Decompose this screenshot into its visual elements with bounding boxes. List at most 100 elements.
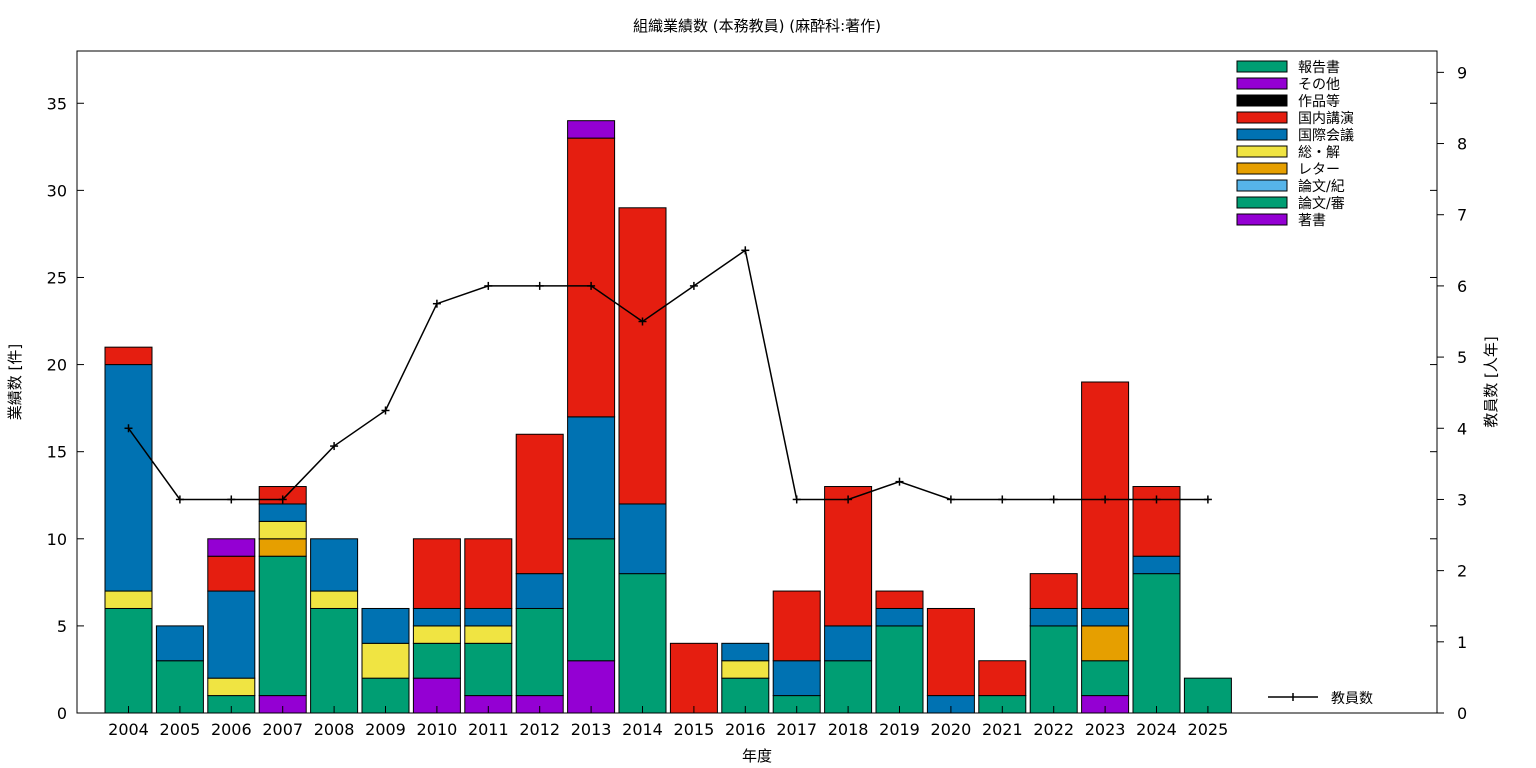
bar-segment bbox=[824, 486, 873, 627]
y2-tick-label: 1 bbox=[1457, 633, 1467, 652]
x-tick-label: 2018 bbox=[828, 720, 869, 739]
y2-tick-label: 9 bbox=[1457, 63, 1467, 82]
line-point bbox=[1152, 495, 1161, 504]
bar-segment bbox=[567, 538, 616, 662]
bar-segment bbox=[875, 607, 924, 627]
line-point bbox=[844, 495, 853, 504]
legend-item: 国内講演 bbox=[1236, 111, 1354, 127]
line-point bbox=[175, 495, 184, 504]
bar-segment bbox=[258, 555, 307, 697]
legend-item: 論文/紀 bbox=[1236, 179, 1345, 195]
bar-segment bbox=[1081, 660, 1130, 697]
bar-segment bbox=[207, 555, 256, 592]
legend-label: 作品等 bbox=[1298, 93, 1340, 110]
legend-label: 国際会議 bbox=[1298, 127, 1354, 144]
bar-segment bbox=[361, 607, 410, 644]
x-tick-label: 2011 bbox=[468, 720, 509, 739]
bar-segment bbox=[772, 590, 821, 662]
x-tick-label: 2010 bbox=[417, 720, 458, 739]
bar-segment bbox=[515, 607, 564, 697]
x-tick-label: 2007 bbox=[262, 720, 303, 739]
x-tick-label: 2025 bbox=[1188, 720, 1229, 739]
x-tick-label: 2008 bbox=[314, 720, 355, 739]
line-point bbox=[330, 442, 339, 451]
bar-segment bbox=[567, 137, 616, 418]
bar-segment bbox=[721, 660, 770, 679]
line-point bbox=[587, 281, 596, 290]
line-point bbox=[638, 317, 647, 326]
bar-segment bbox=[515, 433, 564, 575]
line-point bbox=[792, 495, 801, 504]
legend-item: その他 bbox=[1236, 77, 1340, 93]
bar-segment bbox=[1081, 607, 1130, 627]
line-point bbox=[227, 495, 236, 504]
legend-swatch bbox=[1236, 77, 1288, 90]
line-layer bbox=[124, 246, 1212, 504]
bar-segment bbox=[618, 573, 667, 714]
y-axis-label: 業績数 [件] bbox=[6, 344, 24, 420]
legend-item: 国際会議 bbox=[1236, 127, 1354, 144]
bar-segment bbox=[310, 590, 359, 609]
line-point bbox=[946, 495, 955, 504]
legend-label: 報告書 bbox=[1298, 60, 1340, 76]
legend-swatch bbox=[1236, 111, 1288, 124]
line-point bbox=[741, 246, 750, 255]
bar-segment bbox=[618, 207, 667, 505]
y2-axis-label: 教員数 [人年] bbox=[1482, 336, 1500, 427]
legend-label: 論文/紀 bbox=[1298, 179, 1345, 195]
legend-swatch bbox=[1236, 196, 1288, 209]
bar-segment bbox=[412, 607, 461, 627]
bar-segment bbox=[258, 538, 307, 557]
bar-segment bbox=[207, 538, 256, 557]
x-tick-label: 2022 bbox=[1033, 720, 1074, 739]
legend-swatch bbox=[1236, 145, 1288, 158]
bar-segment bbox=[567, 660, 616, 714]
line-point bbox=[535, 281, 544, 290]
legend-label: 総・解 bbox=[1298, 145, 1340, 161]
line-point bbox=[895, 477, 904, 486]
bar-segment bbox=[567, 416, 616, 540]
line-point bbox=[998, 495, 1007, 504]
x-tick-label: 2013 bbox=[571, 720, 612, 739]
legend-item: 報告書 bbox=[1236, 60, 1340, 76]
y2-tick-label: 3 bbox=[1457, 490, 1467, 509]
legend-swatch bbox=[1236, 179, 1288, 192]
bar-segment bbox=[155, 625, 204, 662]
x-tick-label: 2004 bbox=[108, 720, 149, 739]
bar-segment bbox=[464, 607, 513, 627]
bar-segment bbox=[412, 625, 461, 644]
bar-segment bbox=[772, 660, 821, 697]
bar-segment bbox=[1081, 625, 1130, 662]
bar-segment bbox=[1081, 381, 1130, 609]
legend-swatch bbox=[1236, 94, 1288, 107]
legend-label: その他 bbox=[1298, 77, 1340, 93]
x-tick-label: 2005 bbox=[160, 720, 201, 739]
line-point bbox=[124, 424, 133, 433]
bar-segment bbox=[361, 642, 410, 679]
y-tick-label: 25 bbox=[47, 268, 67, 287]
y2-tick-label: 7 bbox=[1457, 206, 1467, 225]
x-tick-label: 2006 bbox=[211, 720, 252, 739]
y2-tick-label: 4 bbox=[1457, 419, 1467, 438]
bar-segment bbox=[104, 590, 153, 609]
x-axis-label: 年度 bbox=[742, 747, 772, 765]
y-tick-label: 0 bbox=[57, 704, 67, 723]
line-point bbox=[689, 281, 698, 290]
x-tick-label: 2009 bbox=[365, 720, 406, 739]
bar-segment bbox=[464, 625, 513, 644]
line-point bbox=[278, 495, 287, 504]
bar-segment bbox=[1029, 607, 1078, 627]
line-point bbox=[1049, 495, 1058, 504]
y2-tick-label: 2 bbox=[1457, 562, 1467, 581]
y-tick-label: 30 bbox=[47, 181, 67, 200]
legend-swatch bbox=[1236, 128, 1288, 141]
bar-segment bbox=[310, 607, 359, 714]
y2-tick-label: 8 bbox=[1457, 135, 1467, 154]
bar-segment bbox=[515, 573, 564, 609]
line-point bbox=[1203, 495, 1212, 504]
x-tick-label: 2023 bbox=[1085, 720, 1126, 739]
legend-label: 著書 bbox=[1298, 213, 1326, 229]
line-legend: 教員数 bbox=[1268, 691, 1373, 707]
x-tick-label: 2015 bbox=[674, 720, 715, 739]
bar-segment bbox=[412, 538, 461, 609]
